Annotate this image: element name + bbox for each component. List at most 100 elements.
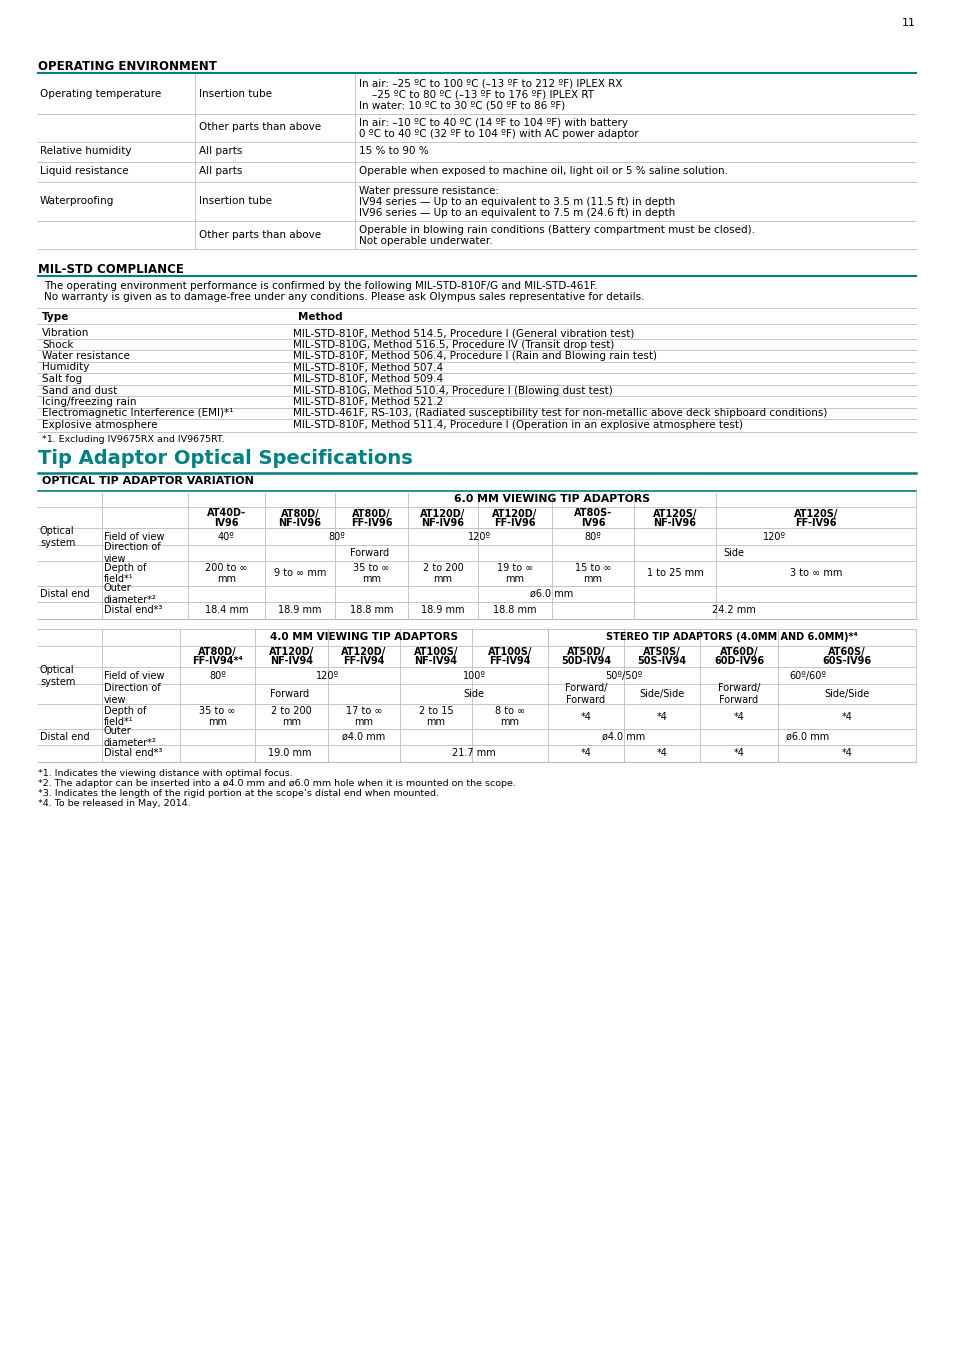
Text: Optical: Optical — [40, 526, 74, 536]
Text: *1. Indicates the viewing distance with optimal focus.: *1. Indicates the viewing distance with … — [38, 769, 293, 779]
Text: IV96 series — Up to an equivalent to 7.5 m (24.6 ft) in depth: IV96 series — Up to an equivalent to 7.5… — [358, 208, 675, 219]
Text: –25 ºC to 80 ºC (–13 ºF to 176 ºF) IPLEX RT: –25 ºC to 80 ºC (–13 ºF to 176 ºF) IPLEX… — [358, 89, 594, 100]
Text: Side/Side: Side/Side — [639, 688, 684, 699]
Text: MIL-STD-810G, Method 510.4, Procedure I (Blowing dust test): MIL-STD-810G, Method 510.4, Procedure I … — [293, 386, 612, 396]
Text: FF-IV96: FF-IV96 — [795, 517, 836, 528]
Text: *1. Excluding IV9675RX and IV9675RT.: *1. Excluding IV9675RX and IV9675RT. — [42, 435, 224, 444]
Text: 35 to ∞: 35 to ∞ — [353, 563, 390, 572]
Text: MIL-STD-810F, Method 507.4: MIL-STD-810F, Method 507.4 — [293, 363, 442, 373]
Text: STEREO TIP ADAPTORS (4.0MM AND 6.0MM)*⁴: STEREO TIP ADAPTORS (4.0MM AND 6.0MM)*⁴ — [605, 633, 857, 643]
Text: 6.0 MM VIEWING TIP ADAPTORS: 6.0 MM VIEWING TIP ADAPTORS — [454, 494, 649, 505]
Text: Side: Side — [463, 688, 484, 699]
Text: Optical: Optical — [40, 666, 74, 675]
Text: mm: mm — [216, 574, 235, 585]
Text: Insertion tube: Insertion tube — [199, 196, 272, 207]
Text: diameter*²: diameter*² — [104, 737, 156, 748]
Text: Operable in blowing rain conditions (Battery compartment must be closed).: Operable in blowing rain conditions (Bat… — [358, 225, 754, 235]
Text: FF-IV94: FF-IV94 — [343, 656, 384, 667]
Text: 120º: 120º — [468, 532, 491, 541]
Text: 9 to ∞ mm: 9 to ∞ mm — [274, 568, 326, 579]
Text: AT60D/: AT60D/ — [719, 648, 758, 657]
Text: Forward/: Forward/ — [717, 683, 760, 694]
Text: 2 to 200: 2 to 200 — [271, 706, 312, 716]
Text: Humidity: Humidity — [42, 363, 90, 373]
Text: MIL-STD-810F, Method 511.4, Procedure I (Operation in an explosive atmosphere te: MIL-STD-810F, Method 511.4, Procedure I … — [293, 420, 742, 431]
Text: ø6.0 mm: ø6.0 mm — [530, 589, 573, 599]
Text: ø6.0 mm: ø6.0 mm — [785, 732, 829, 742]
Text: Forward/: Forward/ — [564, 683, 606, 694]
Text: 24.2 mm: 24.2 mm — [711, 605, 755, 616]
Text: *4: *4 — [841, 711, 852, 721]
Text: 60º/60º: 60º/60º — [789, 671, 825, 680]
Text: Distal end*³: Distal end*³ — [104, 605, 162, 616]
Text: NF-IV94: NF-IV94 — [270, 656, 313, 667]
Text: AT120D/: AT120D/ — [269, 648, 314, 657]
Text: AT100S/: AT100S/ — [487, 648, 532, 657]
Text: FF-IV96: FF-IV96 — [494, 517, 536, 528]
Text: AT80D/: AT80D/ — [280, 509, 319, 518]
Text: 80º: 80º — [328, 532, 345, 541]
Text: No warranty is given as to damage-free under any conditions. Please ask Olympus : No warranty is given as to damage-free u… — [44, 293, 644, 302]
Text: Field of view: Field of view — [104, 671, 164, 680]
Text: NF-IV96: NF-IV96 — [653, 517, 696, 528]
Text: Sand and dust: Sand and dust — [42, 386, 117, 396]
Text: Depth of: Depth of — [104, 706, 146, 716]
Text: IV96: IV96 — [214, 517, 238, 528]
Text: 2 to 200: 2 to 200 — [422, 563, 463, 572]
Text: 15 to ∞: 15 to ∞ — [574, 563, 611, 572]
Text: AT40D-: AT40D- — [207, 509, 246, 518]
Text: *4: *4 — [580, 748, 591, 757]
Text: All parts: All parts — [199, 166, 242, 177]
Text: 80º: 80º — [209, 671, 226, 680]
Text: 120º: 120º — [315, 671, 338, 680]
Text: Distal end: Distal end — [40, 732, 90, 742]
Text: ø4.0 mm: ø4.0 mm — [601, 732, 645, 742]
Text: Distal end*³: Distal end*³ — [104, 748, 162, 757]
Text: 15 % to 90 %: 15 % to 90 % — [358, 146, 428, 155]
Text: Type: Type — [42, 312, 70, 323]
Text: AT80S-: AT80S- — [574, 509, 612, 518]
Text: Operable when exposed to machine oil, light oil or 5 % saline solution.: Operable when exposed to machine oil, li… — [358, 166, 727, 176]
Text: *4: *4 — [656, 711, 667, 721]
Text: AT60S/: AT60S/ — [827, 648, 865, 657]
Text: mm: mm — [500, 717, 519, 728]
Text: 18.9 mm: 18.9 mm — [278, 605, 321, 616]
Text: Forward: Forward — [566, 695, 605, 705]
Text: Method: Method — [297, 312, 342, 323]
Text: MIL-STD-810F, Method 521.2: MIL-STD-810F, Method 521.2 — [293, 397, 443, 406]
Text: AT80D/: AT80D/ — [352, 509, 391, 518]
Text: mm: mm — [426, 717, 445, 728]
Text: OPTICAL TIP ADAPTOR VARIATION: OPTICAL TIP ADAPTOR VARIATION — [42, 477, 253, 486]
Text: Icing/freezing rain: Icing/freezing rain — [42, 397, 136, 406]
Text: MIL-STD-810F, Method 514.5, Procedure I (General vibration test): MIL-STD-810F, Method 514.5, Procedure I … — [293, 328, 634, 338]
Text: field*¹: field*¹ — [104, 717, 133, 728]
Text: 17 to ∞: 17 to ∞ — [345, 706, 382, 716]
Text: Waterproofing: Waterproofing — [40, 196, 114, 207]
Text: 40º: 40º — [218, 532, 234, 541]
Text: Outer: Outer — [104, 726, 132, 736]
Text: FF-IV94: FF-IV94 — [489, 656, 530, 667]
Text: 3 to ∞ mm: 3 to ∞ mm — [789, 568, 841, 579]
Text: OPERATING ENVIRONMENT: OPERATING ENVIRONMENT — [38, 59, 216, 73]
Text: FF-IV96: FF-IV96 — [351, 517, 392, 528]
Text: Not operable underwater.: Not operable underwater. — [358, 236, 492, 247]
Text: AT120D/: AT120D/ — [420, 509, 465, 518]
Text: 19 to ∞: 19 to ∞ — [497, 563, 533, 572]
Text: IV94 series — Up to an equivalent to 3.5 m (11.5 ft) in depth: IV94 series — Up to an equivalent to 3.5… — [358, 197, 675, 207]
Text: AT120S/: AT120S/ — [793, 509, 838, 518]
Text: AT120D/: AT120D/ — [341, 648, 386, 657]
Text: Other parts than above: Other parts than above — [199, 123, 321, 132]
Text: 80º: 80º — [584, 532, 600, 541]
Text: *4: *4 — [656, 748, 667, 757]
Text: 60S-IV96: 60S-IV96 — [821, 656, 871, 667]
Text: 18.4 mm: 18.4 mm — [205, 605, 248, 616]
Text: 18.9 mm: 18.9 mm — [421, 605, 464, 616]
Text: 50S-IV94: 50S-IV94 — [637, 656, 686, 667]
Text: 4.0 MM VIEWING TIP ADAPTORS: 4.0 MM VIEWING TIP ADAPTORS — [270, 633, 457, 643]
Text: system: system — [40, 537, 75, 548]
Text: AT100S/: AT100S/ — [414, 648, 457, 657]
Text: NF-IV96: NF-IV96 — [278, 517, 321, 528]
Text: *4: *4 — [841, 748, 852, 757]
Text: 18.8 mm: 18.8 mm — [350, 605, 393, 616]
Text: Water pressure resistance:: Water pressure resistance: — [358, 185, 498, 196]
